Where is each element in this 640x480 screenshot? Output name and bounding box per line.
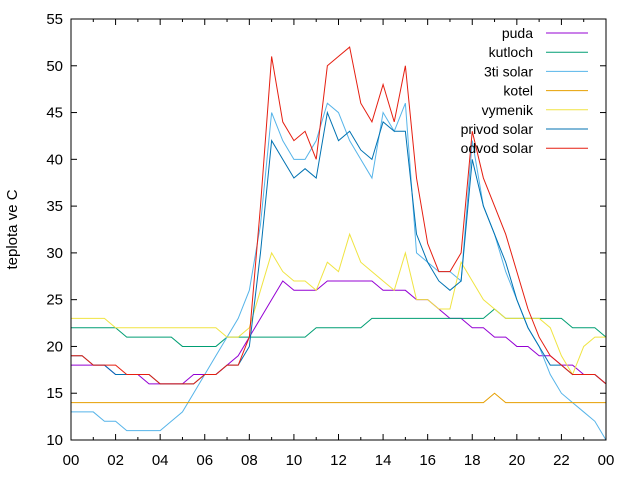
legend-entry-label: odvod solar	[461, 140, 534, 156]
x-tick-label: 04	[152, 452, 169, 469]
y-tick-label: 45	[46, 105, 63, 122]
legend-entry-label: 3ti solar	[484, 63, 533, 79]
series-line-puda	[71, 280, 607, 385]
x-tick-label: 16	[419, 452, 436, 469]
legend-entry-label: vymenik	[482, 102, 534, 118]
x-tick-label: 12	[330, 452, 347, 469]
x-tick-label: 14	[375, 452, 392, 469]
y-tick-label: 30	[46, 245, 63, 262]
y-tick-label: 40	[46, 151, 63, 168]
x-tick-label: 18	[464, 452, 481, 469]
y-tick-label: 50	[46, 58, 63, 75]
x-tick-label: 22	[553, 452, 570, 469]
legend-entry-label: kotel	[503, 83, 533, 99]
legend-entry-label: puda	[502, 25, 533, 41]
x-tick-label: 00	[598, 452, 615, 469]
legend: puda kutloch 3ti solar kotel vymenik privod s…	[461, 25, 588, 156]
y-tick-label: 25	[46, 292, 63, 309]
series-line-kotel	[71, 392, 606, 404]
series-line-odvod-solar	[71, 46, 607, 385]
series-line-vymenik	[71, 232, 606, 376]
y-tick-label: 35	[46, 198, 63, 215]
y-tick-label: 15	[46, 385, 63, 402]
x-tick-label: 10	[286, 452, 303, 469]
y-tick-label: 20	[46, 338, 63, 355]
legend-entry-label: privod solar	[461, 121, 534, 137]
y-axis-label: teplota ve C	[4, 189, 21, 269]
x-tick-label: 02	[107, 452, 124, 469]
series-layer	[71, 46, 607, 441]
y-tick-label: 10	[46, 432, 63, 449]
y-tick-label: 55	[46, 11, 63, 28]
x-tick-label: 00	[63, 452, 80, 469]
x-tick-label: 20	[508, 452, 525, 469]
x-tick-label: 06	[196, 452, 213, 469]
legend-entry-label: kutloch	[489, 44, 533, 60]
x-tick-label: 08	[241, 452, 258, 469]
ticks-layer: 10 15 20 25 30 35 40 45 50 55 00 02 04 06 08 10 12 14 16 18…	[46, 11, 614, 469]
